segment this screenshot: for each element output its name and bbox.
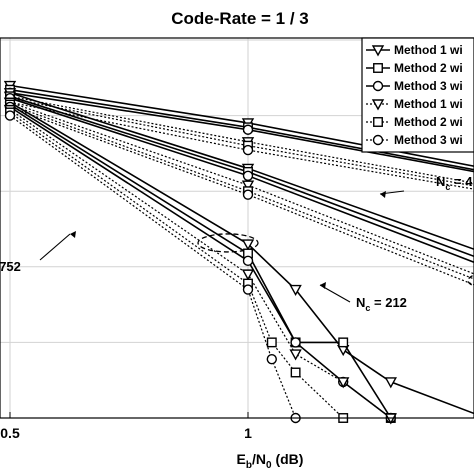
x-axis-label-mid: /N bbox=[252, 451, 266, 467]
series-line bbox=[9, 92, 474, 173]
annotation-label: Nc = 212 bbox=[356, 295, 407, 313]
data-point-triangle-down bbox=[289, 284, 302, 296]
legend-label: Method 1 wi bbox=[394, 97, 463, 111]
data-point-circle bbox=[242, 284, 254, 295]
x-axis-label-main: E bbox=[237, 451, 246, 467]
data-point-square bbox=[338, 337, 349, 348]
annotation-arrow bbox=[39, 233, 71, 261]
series-line bbox=[9, 84, 474, 167]
legend-label: Method 2 wi bbox=[394, 115, 463, 129]
series-line bbox=[9, 103, 392, 419]
legend-entry-1: Method 1 wi bbox=[366, 43, 463, 57]
series-17 bbox=[5, 107, 349, 423]
x-axis-label: Eb/N0 (dB) bbox=[237, 451, 304, 471]
series-14 bbox=[5, 99, 396, 423]
series-line bbox=[9, 101, 474, 275]
annotations: Nc = 4 Nc = 212 = 752 bbox=[0, 174, 473, 313]
data-point-triangle-down bbox=[337, 377, 350, 389]
data-point-triangle-down bbox=[371, 99, 385, 111]
legend-entry-3: Method 3 wi bbox=[366, 79, 463, 93]
series-13 bbox=[3, 97, 474, 415]
series-line bbox=[9, 103, 474, 280]
x-axis-label-sub: b bbox=[246, 460, 252, 471]
plot-frame bbox=[0, 37, 474, 419]
x-tick-labels: 0.511.52 bbox=[0, 412, 252, 441]
data-point-square bbox=[373, 63, 383, 73]
data-point-square bbox=[266, 337, 277, 348]
legend-label: Method 1 wi bbox=[394, 43, 463, 57]
series-line bbox=[9, 95, 474, 258]
series-15 bbox=[4, 101, 396, 424]
annotation-arrowhead bbox=[70, 231, 76, 238]
x-tick-label: 1 bbox=[244, 425, 252, 441]
data-point-triangle-down bbox=[241, 239, 255, 251]
legend-entry-6: Method 3 wi bbox=[366, 133, 463, 147]
data-point-circle bbox=[242, 255, 254, 267]
annotation-arrowhead bbox=[320, 282, 326, 289]
legend-box bbox=[361, 37, 474, 153]
legend-entry-5: Method 2 wi bbox=[366, 115, 463, 129]
series-line bbox=[9, 115, 297, 419]
series-line bbox=[9, 101, 474, 415]
group-ellipse-3 bbox=[197, 233, 259, 253]
data-point-circle bbox=[242, 170, 254, 181]
data-point-circle bbox=[290, 337, 301, 348]
series-line bbox=[9, 106, 474, 286]
x-tick-label: 0.5 bbox=[0, 425, 20, 441]
data-point-triangle-down bbox=[241, 180, 255, 192]
data-point-circle bbox=[242, 144, 254, 156]
x-axis-label-sub2: 0 bbox=[266, 460, 272, 471]
data-point-circle bbox=[372, 134, 384, 146]
data-point-circle bbox=[242, 189, 254, 200]
series-line bbox=[9, 95, 474, 184]
data-point-triangle-down bbox=[371, 45, 385, 57]
data-point-triangle-down bbox=[289, 349, 302, 361]
legend-label: Method 3 wi bbox=[394, 79, 463, 93]
data-point-square bbox=[290, 367, 301, 378]
data-point-square bbox=[373, 117, 383, 127]
data-point-circle bbox=[242, 124, 254, 135]
series-line bbox=[9, 88, 474, 171]
legend-label: Method 2 wi bbox=[394, 61, 463, 75]
legend: Method 1 wi Method 2 wi Method 3 wi Method … bbox=[361, 37, 474, 153]
legend-entry-2: Method 2 wi bbox=[366, 61, 463, 75]
data-point-triangle-down bbox=[384, 377, 397, 389]
annotation-arrowhead bbox=[380, 191, 386, 198]
series-line bbox=[9, 97, 474, 264]
data-point-circle bbox=[372, 80, 384, 92]
data-point-circle bbox=[266, 353, 277, 365]
annotation-label: = 752 bbox=[0, 259, 21, 274]
series-line bbox=[9, 109, 392, 419]
x-axis-label-tail: (dB) bbox=[272, 451, 304, 467]
legend-label: Method 3 wi bbox=[394, 133, 463, 147]
legend-entry-4: Method 1 wi bbox=[366, 97, 463, 111]
annotation-label: Nc = 4 bbox=[436, 174, 473, 192]
group-ellipses bbox=[197, 233, 474, 287]
series-line bbox=[9, 92, 474, 251]
data-point-circle bbox=[4, 110, 16, 121]
data-point-triangle-down bbox=[241, 269, 255, 281]
chart-title: Code-Rate = 1 / 3 bbox=[171, 9, 308, 28]
